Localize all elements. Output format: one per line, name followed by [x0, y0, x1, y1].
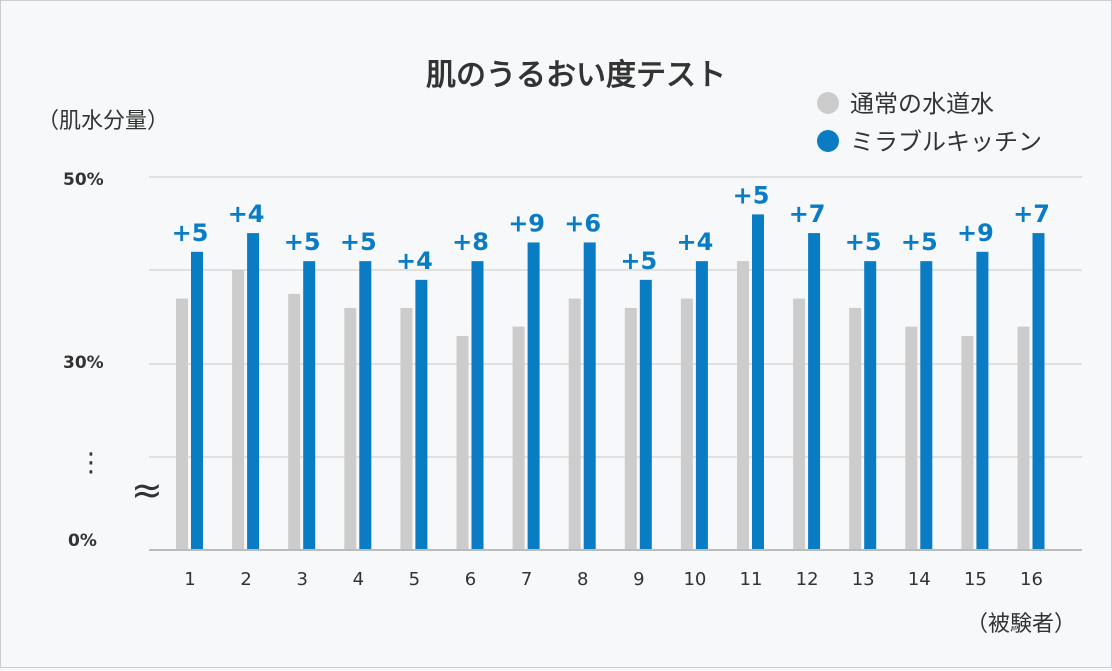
bar-tap-water — [849, 307, 862, 550]
bar-mirable — [1032, 233, 1045, 550]
x-axis-label: （被験者） — [966, 612, 1076, 637]
bar-tap-water — [512, 326, 525, 550]
data-label: +5 — [340, 228, 377, 256]
data-label: +8 — [452, 228, 489, 256]
x-tick-label: 12 — [796, 569, 819, 590]
legend: 通常の水道水 ミラブルキッチン — [817, 90, 1042, 156]
bar-mirable — [303, 261, 316, 550]
x-tick-label: 6 — [465, 569, 476, 590]
bar-mirable — [976, 251, 989, 551]
data-label: +9 — [957, 219, 994, 247]
bar-tap-water — [400, 307, 413, 550]
bar-tap-water — [737, 261, 749, 550]
chart-title: 肌のうるおい度テスト — [426, 58, 726, 93]
legend-swatch-mirable — [817, 130, 839, 152]
y-tick-50: 50% — [63, 170, 104, 190]
x-tick-label: 1 — [184, 569, 195, 590]
bar-tap-water — [1017, 326, 1030, 550]
data-labels: +5 +4 +5 +5 +4 +8 +9 +6 +5 +4 +5 +7 +5 +5 +9 +7 — [172, 181, 1050, 274]
bar-mirable — [471, 261, 484, 550]
bar-tap-water — [456, 335, 469, 550]
x-tick-label: 3 — [296, 569, 307, 590]
y-tick-30: 30% — [63, 353, 104, 373]
y-tick-0: 0% — [68, 531, 97, 551]
data-label: +5 — [620, 247, 657, 275]
bar-tap-water — [568, 298, 581, 550]
bar-tap-water — [288, 293, 301, 550]
axis-break-dots: ⋮ — [78, 448, 104, 478]
bar-mirable — [639, 279, 652, 550]
x-tick-labels: 1 2 3 4 5 6 7 8 9 10 11 12 13 14 15 16 — [184, 569, 1043, 590]
bar-tap-water — [905, 326, 918, 550]
data-label: +5 — [901, 228, 938, 256]
data-label: +5 — [845, 228, 882, 256]
x-tick-label: 16 — [1020, 569, 1043, 590]
data-label: +4 — [396, 247, 433, 275]
bar-mirable — [359, 261, 372, 550]
data-label: +5 — [284, 228, 321, 256]
bar-mirable — [920, 261, 933, 550]
axis-break-symbol: ≈ — [131, 468, 163, 512]
x-tick-label: 14 — [908, 569, 931, 590]
data-label: +4 — [228, 200, 265, 228]
data-label: +7 — [1013, 200, 1050, 228]
x-tick-label: 11 — [740, 569, 763, 590]
bar-mirable — [191, 251, 203, 551]
data-label: +9 — [508, 209, 545, 237]
legend-label-mirable: ミラブルキッチン — [850, 128, 1042, 156]
x-tick-label: 13 — [852, 569, 875, 590]
bar-mirable — [583, 242, 596, 550]
data-label: +7 — [789, 200, 826, 228]
bar-tap-water — [624, 307, 637, 550]
bar-mirable — [695, 261, 708, 550]
data-label: +4 — [676, 228, 713, 256]
x-tick-label: 9 — [633, 569, 644, 590]
bar-tap-water — [232, 270, 245, 550]
bars — [176, 214, 1045, 551]
data-label: +5 — [733, 181, 770, 209]
x-tick-label: 7 — [521, 569, 532, 590]
bar-tap-water — [961, 335, 974, 550]
bar-mirable — [527, 242, 540, 550]
bar-mirable — [247, 233, 260, 550]
x-tick-label: 2 — [240, 569, 251, 590]
bar-tap-water — [344, 307, 357, 550]
x-tick-label: 15 — [964, 569, 987, 590]
bar-tap-water — [793, 298, 806, 550]
bar-mirable — [808, 233, 821, 550]
bar-mirable — [415, 279, 428, 550]
x-tick-label: 5 — [409, 569, 420, 590]
x-tick-label: 8 — [577, 569, 588, 590]
bar-tap-water — [176, 298, 188, 550]
legend-label-tap-water: 通常の水道水 — [850, 90, 994, 118]
data-label: +5 — [172, 219, 209, 247]
bar-tap-water — [680, 298, 693, 550]
x-tick-label: 10 — [683, 569, 706, 590]
bar-mirable — [752, 214, 764, 550]
data-label: +6 — [564, 209, 601, 237]
legend-swatch-tap-water — [817, 92, 839, 114]
bar-mirable — [864, 261, 877, 550]
x-tick-label: 4 — [353, 569, 364, 590]
y-axis-label: （肌水分量） — [37, 109, 169, 134]
